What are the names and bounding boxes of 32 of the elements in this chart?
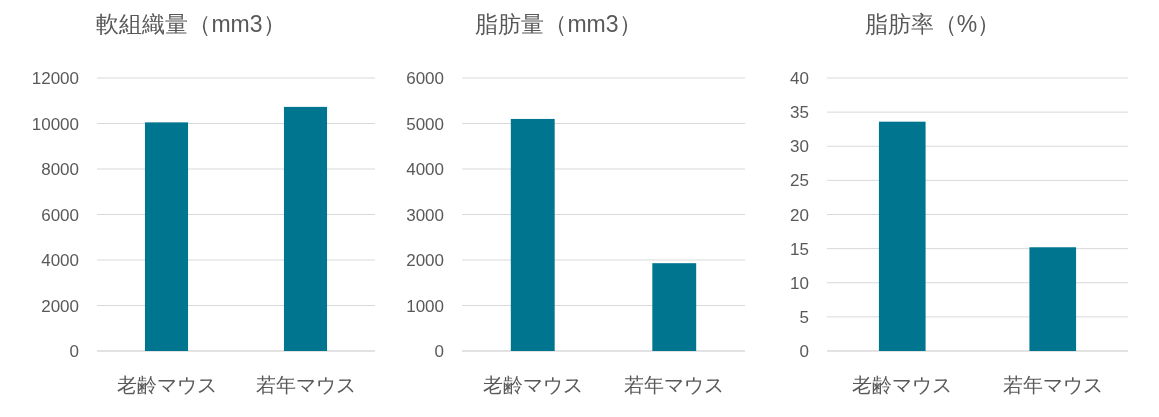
y-tick-label: 6000 bbox=[406, 69, 444, 88]
y-tick-label: 40 bbox=[790, 69, 809, 88]
y-tick-label: 20 bbox=[790, 205, 809, 225]
y-tick-label: 35 bbox=[790, 103, 809, 123]
y-tick-label: 4000 bbox=[406, 160, 444, 179]
y-tick-label: 10000 bbox=[31, 114, 79, 134]
y-tick-label: 4000 bbox=[41, 251, 79, 270]
y-tick-label: 12000 bbox=[31, 69, 79, 88]
chart-title: 脂肪量（mm3） bbox=[475, 11, 642, 37]
y-tick-label: 15 bbox=[790, 239, 809, 259]
y-tick-label: 25 bbox=[790, 171, 809, 191]
x-tick-label: 若年マウス bbox=[255, 374, 356, 396]
y-tick-label: 6000 bbox=[41, 205, 79, 225]
y-tick-label: 0 bbox=[799, 342, 809, 361]
x-tick-label: 老齢マウス bbox=[482, 374, 583, 396]
chart-title: 軟組織量（mm3） bbox=[96, 11, 286, 37]
y-tick-label: 2000 bbox=[41, 296, 79, 316]
y-tick-label: 3000 bbox=[406, 205, 444, 225]
x-tick-label: 若年マウス bbox=[624, 374, 725, 396]
chart-title: 脂肪率（%） bbox=[864, 11, 1001, 37]
y-tick-label: 8000 bbox=[41, 160, 79, 179]
x-tick-label: 老齢マウス bbox=[116, 374, 217, 396]
y-tick-label: 1000 bbox=[406, 296, 444, 316]
y-tick-label: 30 bbox=[790, 137, 809, 157]
y-tick-label: 10 bbox=[790, 273, 809, 293]
x-tick-label: 老齢マウス bbox=[852, 374, 953, 396]
y-tick-label: 2000 bbox=[406, 251, 444, 270]
y-tick-label: 0 bbox=[434, 342, 444, 361]
y-tick-label: 0 bbox=[69, 342, 79, 361]
x-tick-label: 若年マウス bbox=[1002, 374, 1103, 396]
y-tick-label: 5000 bbox=[406, 114, 444, 134]
y-tick-label: 5 bbox=[799, 307, 809, 327]
